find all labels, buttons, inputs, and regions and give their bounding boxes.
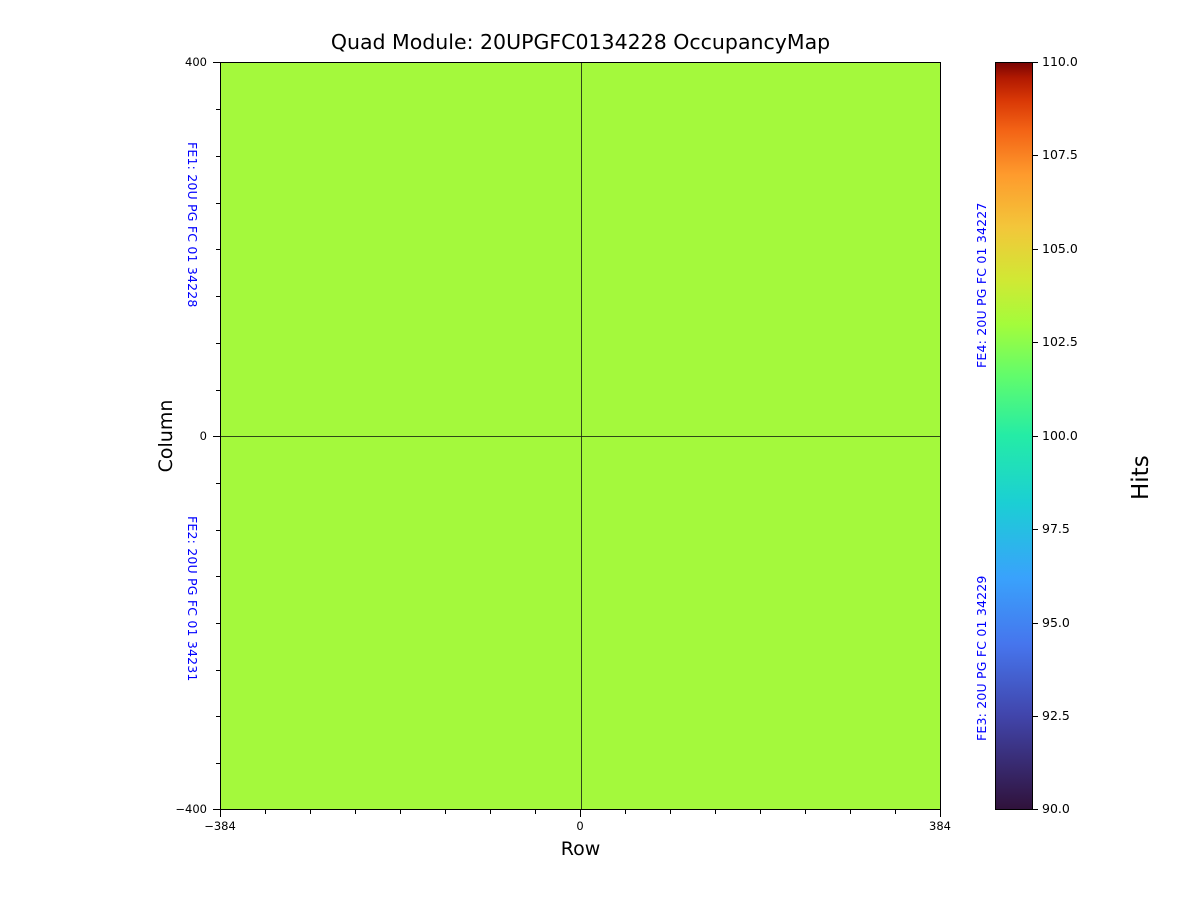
x-tick-major-center xyxy=(580,810,582,817)
y-tick-minor xyxy=(216,203,220,204)
x-tick-minor xyxy=(355,810,356,814)
y-tick-minor xyxy=(216,623,220,624)
colorbar-tick-label: 110.0 xyxy=(1042,54,1078,69)
y-tick-minor xyxy=(216,763,220,764)
colorbar-tick xyxy=(1033,623,1038,625)
x-tick-label: −384 xyxy=(204,819,236,833)
occupancy-heatmap-axes[interactable] xyxy=(220,62,941,810)
x-tick-minor xyxy=(535,810,536,814)
x-tick-minor xyxy=(490,810,491,814)
x-tick-label: 384 xyxy=(929,819,951,833)
colorbar-tick-label: 92.5 xyxy=(1042,708,1070,723)
y-tick-minor xyxy=(216,249,220,250)
y-tick-label: −400 xyxy=(175,802,207,816)
x-tick-minor xyxy=(715,810,716,814)
y-tick-minor xyxy=(216,109,220,110)
y-tick-major-top xyxy=(213,62,220,64)
x-tick-minor xyxy=(760,810,761,814)
y-tick-minor xyxy=(216,716,220,717)
x-tick-major-right xyxy=(940,810,942,817)
y-tick-minor xyxy=(216,483,220,484)
y-tick-label: 0 xyxy=(199,429,207,443)
colorbar-tick xyxy=(1033,529,1038,531)
colorbar-tick-label: 102.5 xyxy=(1042,334,1078,349)
y-tick-minor xyxy=(216,156,220,157)
colorbar-tick xyxy=(1033,342,1038,344)
y-tick-minor xyxy=(216,390,220,391)
colorbar-tick-label: 105.0 xyxy=(1042,241,1078,256)
x-tick-minor xyxy=(805,810,806,814)
colorbar-tick xyxy=(1033,809,1038,811)
y-tick-major-center xyxy=(213,436,220,438)
x-tick-minor xyxy=(265,810,266,814)
y-tick-major-bottom xyxy=(213,809,220,811)
y-tick-minor xyxy=(216,343,220,344)
colorbar-label: Hits xyxy=(1128,455,1154,500)
fe-label-fe1: FE1: 20U PG FC 01 34228 xyxy=(185,142,200,308)
colorbar-tick xyxy=(1033,62,1038,64)
colorbar-tick-label: 97.5 xyxy=(1042,521,1070,536)
x-tick-minor xyxy=(670,810,671,814)
x-tick-label: 0 xyxy=(576,819,584,833)
fe-label-fe4: FE4: 20U PG FC 01 34227 xyxy=(974,202,989,368)
fe-label-fe2: FE2: 20U PG FC 01 34231 xyxy=(185,516,200,682)
colorbar-tick xyxy=(1033,155,1038,157)
colorbar-tick-label: 100.0 xyxy=(1042,428,1078,443)
colorbar-gradient[interactable] xyxy=(995,62,1033,810)
page-title: Quad Module: 20UPGFC0134228 OccupancyMap xyxy=(330,30,831,54)
colorbar-tick-label: 95.0 xyxy=(1042,615,1070,630)
y-tick-minor xyxy=(216,530,220,531)
y-tick-minor xyxy=(216,670,220,671)
x-tick-minor xyxy=(310,810,311,814)
fe-label-fe3: FE3: 20U PG FC 01 34229 xyxy=(974,575,989,741)
quadrant-divider-horizontal xyxy=(221,436,940,437)
x-tick-major-left xyxy=(220,810,222,817)
y-tick-label: 400 xyxy=(185,55,207,69)
y-tick-minor xyxy=(216,576,220,577)
x-tick-minor xyxy=(895,810,896,814)
colorbar-tick-label: 90.0 xyxy=(1042,801,1070,816)
x-tick-minor xyxy=(850,810,851,814)
x-tick-minor xyxy=(400,810,401,814)
colorbar-tick xyxy=(1033,436,1038,438)
x-tick-minor xyxy=(445,810,446,814)
y-tick-minor xyxy=(216,296,220,297)
x-tick-minor xyxy=(625,810,626,814)
colorbar-tick xyxy=(1033,249,1038,251)
colorbar-tick xyxy=(1033,716,1038,718)
x-axis-label: Row xyxy=(560,838,601,860)
y-axis-label: Column xyxy=(155,399,177,473)
colorbar-tick-label: 107.5 xyxy=(1042,147,1078,162)
